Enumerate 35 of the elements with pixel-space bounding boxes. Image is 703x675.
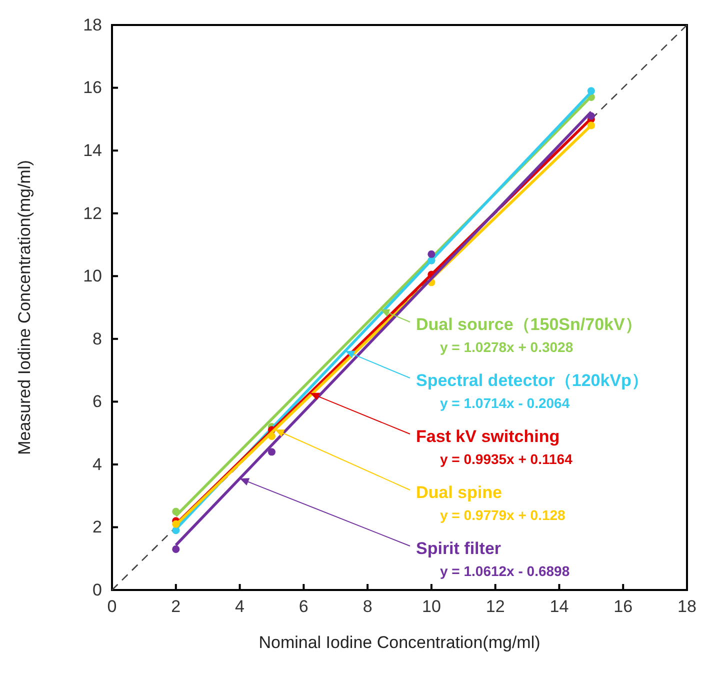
y-tick-label: 6 (92, 392, 102, 412)
y-tick-label: 12 (83, 204, 102, 223)
text: Spectral detector（120kVp） (416, 371, 648, 390)
annotation: y = 1.0714x - 0.2064 (440, 395, 570, 411)
x-tick-label: 0 (107, 597, 117, 616)
x-tick-label: 18 (678, 597, 696, 616)
annotation: y = 0.9779x + 0.128 (440, 507, 566, 523)
point (268, 448, 276, 456)
x-tick-label: 14 (550, 597, 569, 616)
x-tick-label: 8 (362, 597, 372, 616)
x-tick-label: 4 (235, 597, 245, 616)
y-tick-label: 8 (92, 329, 102, 348)
x-tick-label: 6 (298, 597, 308, 616)
y-tick-label: 2 (92, 518, 102, 537)
x-tick-label: 10 (422, 597, 441, 616)
legend-label: Dual source（150Sn/70kV） (416, 315, 642, 334)
x-tick-label: 12 (486, 597, 505, 616)
y-tick-label: 18 (83, 15, 102, 34)
annotation: y = 1.0278x + 0.3028 (440, 339, 574, 355)
text: Dual spine (416, 483, 502, 502)
y-tick-label: 4 (92, 454, 102, 474)
y-axis-title: Measured Iodine Concentration(mg/ml) (15, 160, 34, 455)
text: Spirit filter (416, 539, 502, 558)
text: Fast kV switching (416, 427, 560, 446)
point (172, 545, 180, 553)
x-tick-label: 2 (171, 597, 181, 616)
y-tick-label: 16 (83, 78, 102, 98)
annotation: y = 0.9935x + 0.1164 (440, 451, 573, 467)
x-tick-label: 16 (614, 597, 633, 616)
point (428, 250, 436, 258)
y-tick-label: 14 (83, 140, 102, 160)
annotation: y = 1.0612x - 0.6898 (440, 563, 570, 579)
y-tick-label: 10 (83, 266, 102, 286)
y-tick-label: 0 (92, 580, 102, 600)
x-axis-title: Nominal Iodine Concentration(mg/ml) (258, 633, 540, 652)
